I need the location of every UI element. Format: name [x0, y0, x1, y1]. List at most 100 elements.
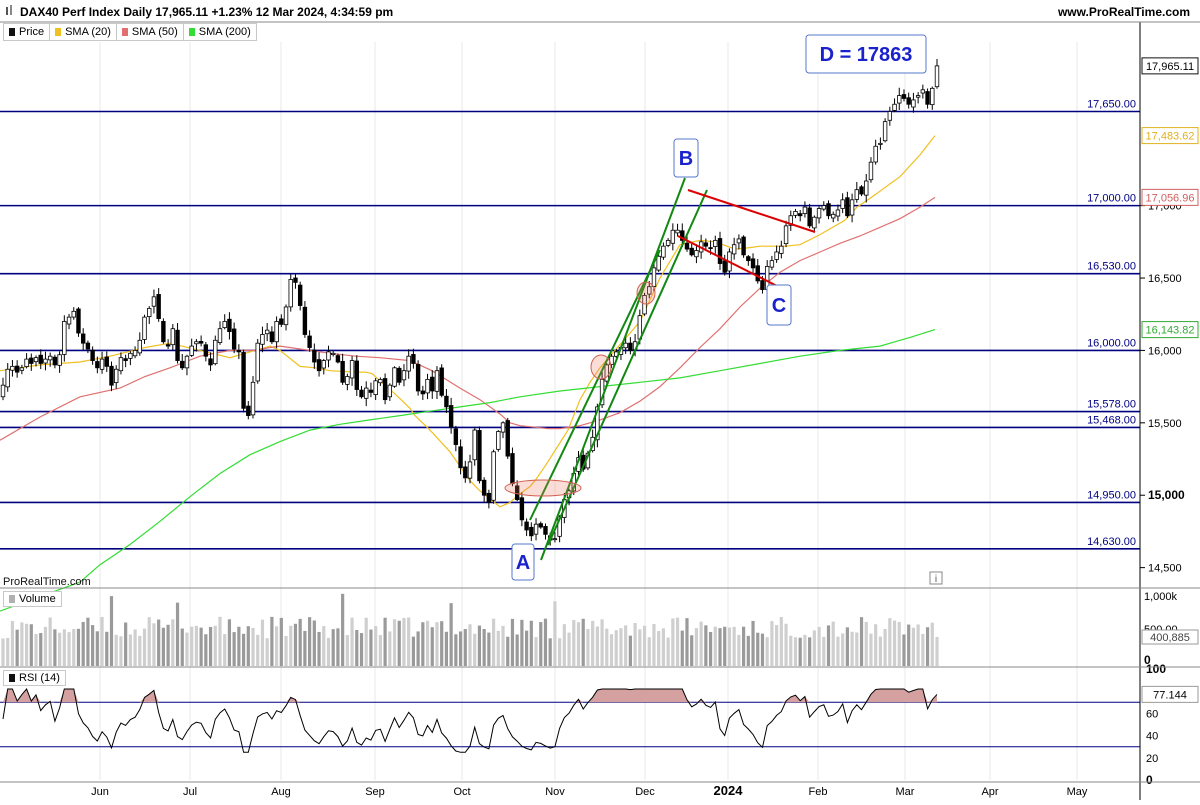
candle-body: [835, 209, 841, 217]
volume-bar: [91, 625, 95, 666]
candle: [684, 235, 690, 252]
volume-bar: [888, 618, 892, 666]
volume-bar: [723, 626, 727, 666]
x-tick-label: Jun: [91, 786, 109, 798]
site-link[interactable]: www.ProRealTime.com: [1057, 5, 1190, 19]
volume-bar: [826, 625, 831, 666]
candle-body: [717, 238, 723, 264]
candle: [420, 385, 426, 401]
volume-bar: [331, 629, 335, 666]
candle-body: [378, 378, 383, 384]
candle: [717, 231, 723, 270]
candle-body: [458, 446, 463, 469]
volume-bar: [308, 617, 312, 666]
volume-bar: [708, 632, 713, 666]
candle-body: [24, 358, 29, 367]
volume-bar: [770, 621, 774, 666]
candle-body: [845, 197, 850, 217]
x-tick-label: Dec: [635, 786, 655, 798]
legend-label: SMA (200): [198, 26, 251, 38]
candle: [99, 351, 105, 374]
candle: [165, 339, 171, 350]
volume-bar: [454, 634, 458, 666]
volume-bar: [793, 637, 798, 666]
volume-tick-label: 0: [1144, 653, 1151, 667]
legend-label: SMA (20): [65, 26, 111, 38]
candle: [510, 447, 515, 487]
candle: [425, 373, 430, 400]
candle-body: [316, 359, 322, 372]
candle-body: [911, 99, 916, 108]
candle-body: [203, 344, 209, 357]
volume-bar: [765, 637, 769, 666]
candle-body: [90, 349, 95, 361]
candle-body: [665, 239, 671, 246]
info-icon[interactable]: [929, 571, 943, 585]
volume-bar: [58, 632, 62, 666]
candle-body: [642, 294, 647, 315]
candle: [878, 137, 883, 150]
volume-bar: [756, 632, 760, 666]
title-bar: DAX40 Perf Index Daily 17,965.11 +1.23% …: [0, 0, 1200, 22]
candle: [911, 92, 916, 113]
rsi-pane-label[interactable]: RSI (14): [3, 670, 66, 686]
candle-body: [170, 328, 176, 346]
point-label: B: [679, 148, 693, 170]
candle: [769, 255, 775, 271]
candle: [519, 492, 525, 527]
candle: [302, 301, 308, 338]
legend-sma-200[interactable]: SMA (200): [184, 24, 256, 40]
legend-price[interactable]: Price: [4, 24, 51, 40]
x-tick-label: Apr: [981, 786, 998, 798]
candle-body: [760, 280, 765, 291]
volume-bar: [284, 636, 288, 666]
legend-sma-50[interactable]: SMA (50): [117, 24, 184, 40]
volume-bar: [803, 634, 807, 666]
candle: [161, 318, 166, 344]
volume-bar: [732, 626, 736, 666]
candle-body: [496, 431, 501, 450]
candle: [194, 339, 199, 352]
candle-body: [392, 367, 397, 387]
volume-bar: [586, 629, 590, 666]
point-label-box: [766, 284, 792, 326]
candle-body: [656, 255, 661, 271]
candle-body: [849, 199, 855, 216]
rsi-tick-label: 60: [1146, 708, 1158, 720]
volume-bar: [86, 617, 90, 666]
candle-body: [529, 526, 534, 537]
volume-bar: [576, 622, 581, 666]
legend-swatch: [188, 28, 195, 36]
volume-bar: [256, 634, 260, 666]
candle-body: [29, 357, 34, 364]
candle-body: [99, 358, 105, 370]
candle: [38, 349, 43, 370]
candle: [477, 426, 482, 484]
volume-bar: [911, 627, 916, 666]
volume-bar: [817, 626, 821, 666]
volume-bar: [473, 633, 477, 666]
candle-body: [19, 367, 25, 371]
candle: [109, 361, 114, 392]
volume-bar: [171, 619, 175, 666]
candle-body: [887, 111, 893, 121]
candle: [297, 281, 303, 311]
candle-body: [246, 405, 251, 416]
candle: [293, 274, 298, 289]
candle: [364, 381, 369, 407]
candle-body: [5, 368, 10, 388]
candle: [840, 193, 845, 214]
candle: [222, 314, 227, 330]
legend-sma-20[interactable]: SMA (20): [50, 24, 117, 40]
candle-body: [500, 422, 506, 433]
candle-body: [821, 205, 826, 210]
volume-bar: [897, 621, 901, 666]
volume-bar: [907, 624, 911, 666]
candle-body: [595, 406, 600, 441]
volume-bar: [798, 637, 802, 666]
volume-bar: [642, 625, 647, 666]
candle-body: [62, 321, 67, 355]
candle-body: [434, 370, 440, 392]
volume-pane-label[interactable]: Volume: [3, 591, 62, 607]
